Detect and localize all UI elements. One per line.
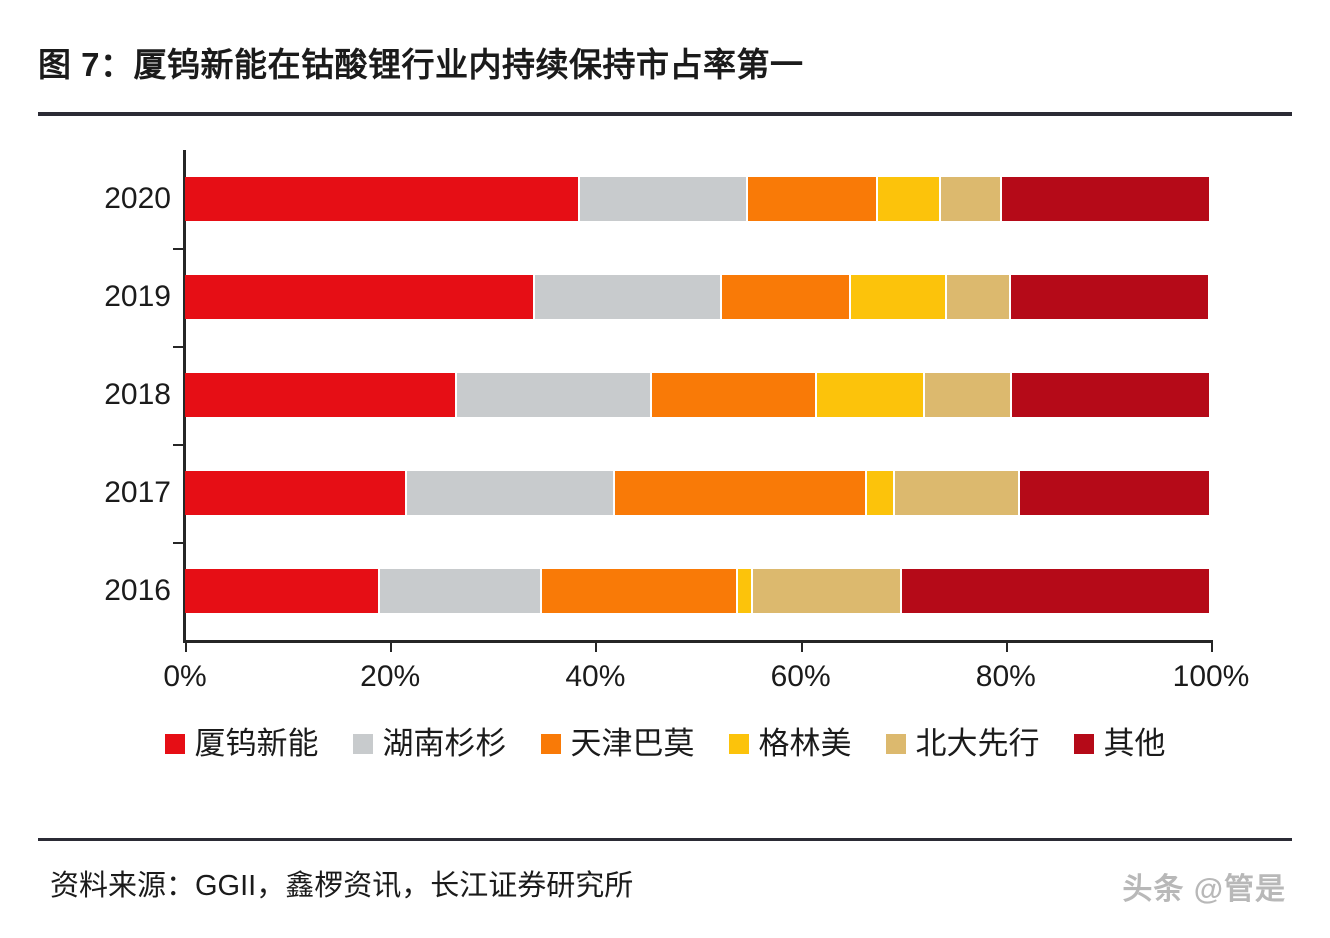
legend-swatch-icon [164,733,185,754]
plot-area: 0% 20% 40% 60% 80% 100% 2020 2019 2018 2017 2016 [104,150,1249,693]
y-axis-line [183,150,186,640]
x-axis-tick [800,640,803,652]
legend-label: 湖南杉杉 [382,726,507,761]
y-axis-tick [173,542,185,544]
legend-label: 北大先行 [915,726,1040,761]
legend-label: 其他 [1103,726,1166,761]
bar-row [185,177,1211,221]
legend-item[interactable]: 湖南杉杉 [352,726,507,761]
bar-segment [379,569,541,613]
x-axis-tick-label: 40% [565,660,626,693]
bar-segment [1020,471,1209,515]
header-divider [38,112,1292,116]
bar-segment [850,275,946,319]
x-axis-tick-label: 60% [770,660,831,693]
x-axis-tick [595,640,598,652]
legend-swatch-icon [1073,733,1094,754]
bar-segment [721,275,849,319]
y-axis-tick [173,346,185,348]
x-axis-tick-label: 20% [360,660,421,693]
bar-segment [894,471,1019,515]
bar-segment [817,373,923,417]
x-axis-tick [1211,640,1213,652]
bar-segment [185,373,455,417]
bar-row [185,471,1211,515]
x-axis-line [183,640,1212,643]
figure-header: 图 7：厦钨新能在钴酸锂行业内持续保持市占率第一 [38,40,1292,118]
bar-segment [614,471,866,515]
bar-segment [738,569,752,613]
y-axis-tick [173,444,185,446]
bar-segment [867,471,893,515]
page-title: 图 7：厦钨新能在钴酸锂行业内持续保持市占率第一 [38,46,804,83]
bar-segment [456,373,650,417]
watermark: 头条 @管是 [1122,873,1286,906]
bar-segment [185,275,533,319]
bar-segment [902,569,1209,613]
bar-segment [185,569,378,613]
chart-container: 0% 20% 40% 60% 80% 100% 2020 2019 2018 2017 2016 … [38,128,1292,818]
bar-row [185,275,1211,319]
bar-segment [651,373,815,417]
y-axis-tick-label: 2016 [104,574,171,607]
legend-item[interactable]: 其他 [1073,726,1166,761]
bar-segment [924,373,1010,417]
bar-segment [753,569,901,613]
legend-swatch-icon [728,733,749,754]
bar-row [185,373,1211,417]
footer-divider [38,838,1292,841]
legend-item[interactable]: 北大先行 [885,726,1040,761]
bar-segment [406,471,613,515]
bar-segment [941,177,1000,221]
bar-segment [748,177,876,221]
legend-item[interactable]: 天津巴莫 [540,726,695,761]
bar-segment [185,177,578,221]
x-axis-tick-label: 0% [163,660,207,693]
x-axis-tick [390,640,393,652]
x-axis-tick [1005,640,1008,652]
legend-label: 天津巴莫 [570,726,695,761]
chart-legend: 厦钨新能 湖南杉杉 天津巴莫 格林美 北大先行 其他 [38,728,1292,759]
y-axis-tick-label: 2019 [104,280,171,313]
bar-segment [542,569,736,613]
y-axis-tick-label: 2018 [104,378,171,411]
legend-swatch-icon [885,733,906,754]
bar-segment [1011,373,1209,417]
bar-segment [185,471,405,515]
bar-segment [947,275,1009,319]
x-axis-tick-label: 100% [1172,660,1250,693]
legend-item[interactable]: 格林美 [728,726,852,761]
y-axis-tick-label: 2017 [104,476,171,509]
legend-swatch-icon [352,733,373,754]
x-axis-tick [185,640,187,652]
x-axis-tick-label: 80% [975,660,1036,693]
bar-segment [1010,275,1208,319]
bar-segment [580,177,747,221]
bar-row [185,569,1211,613]
legend-item[interactable]: 厦钨新能 [164,726,319,761]
y-axis-tick [173,248,185,250]
legend-swatch-icon [540,733,561,754]
legend-label: 厦钨新能 [194,726,319,761]
source-note: 资料来源：GGII，鑫椤资讯，长江证券研究所 [50,870,634,902]
bar-segment [534,275,720,319]
bar-segment [877,177,940,221]
bar-segment [1001,177,1209,221]
legend-label: 格林美 [758,726,852,761]
y-axis-tick-label: 2020 [104,182,171,215]
